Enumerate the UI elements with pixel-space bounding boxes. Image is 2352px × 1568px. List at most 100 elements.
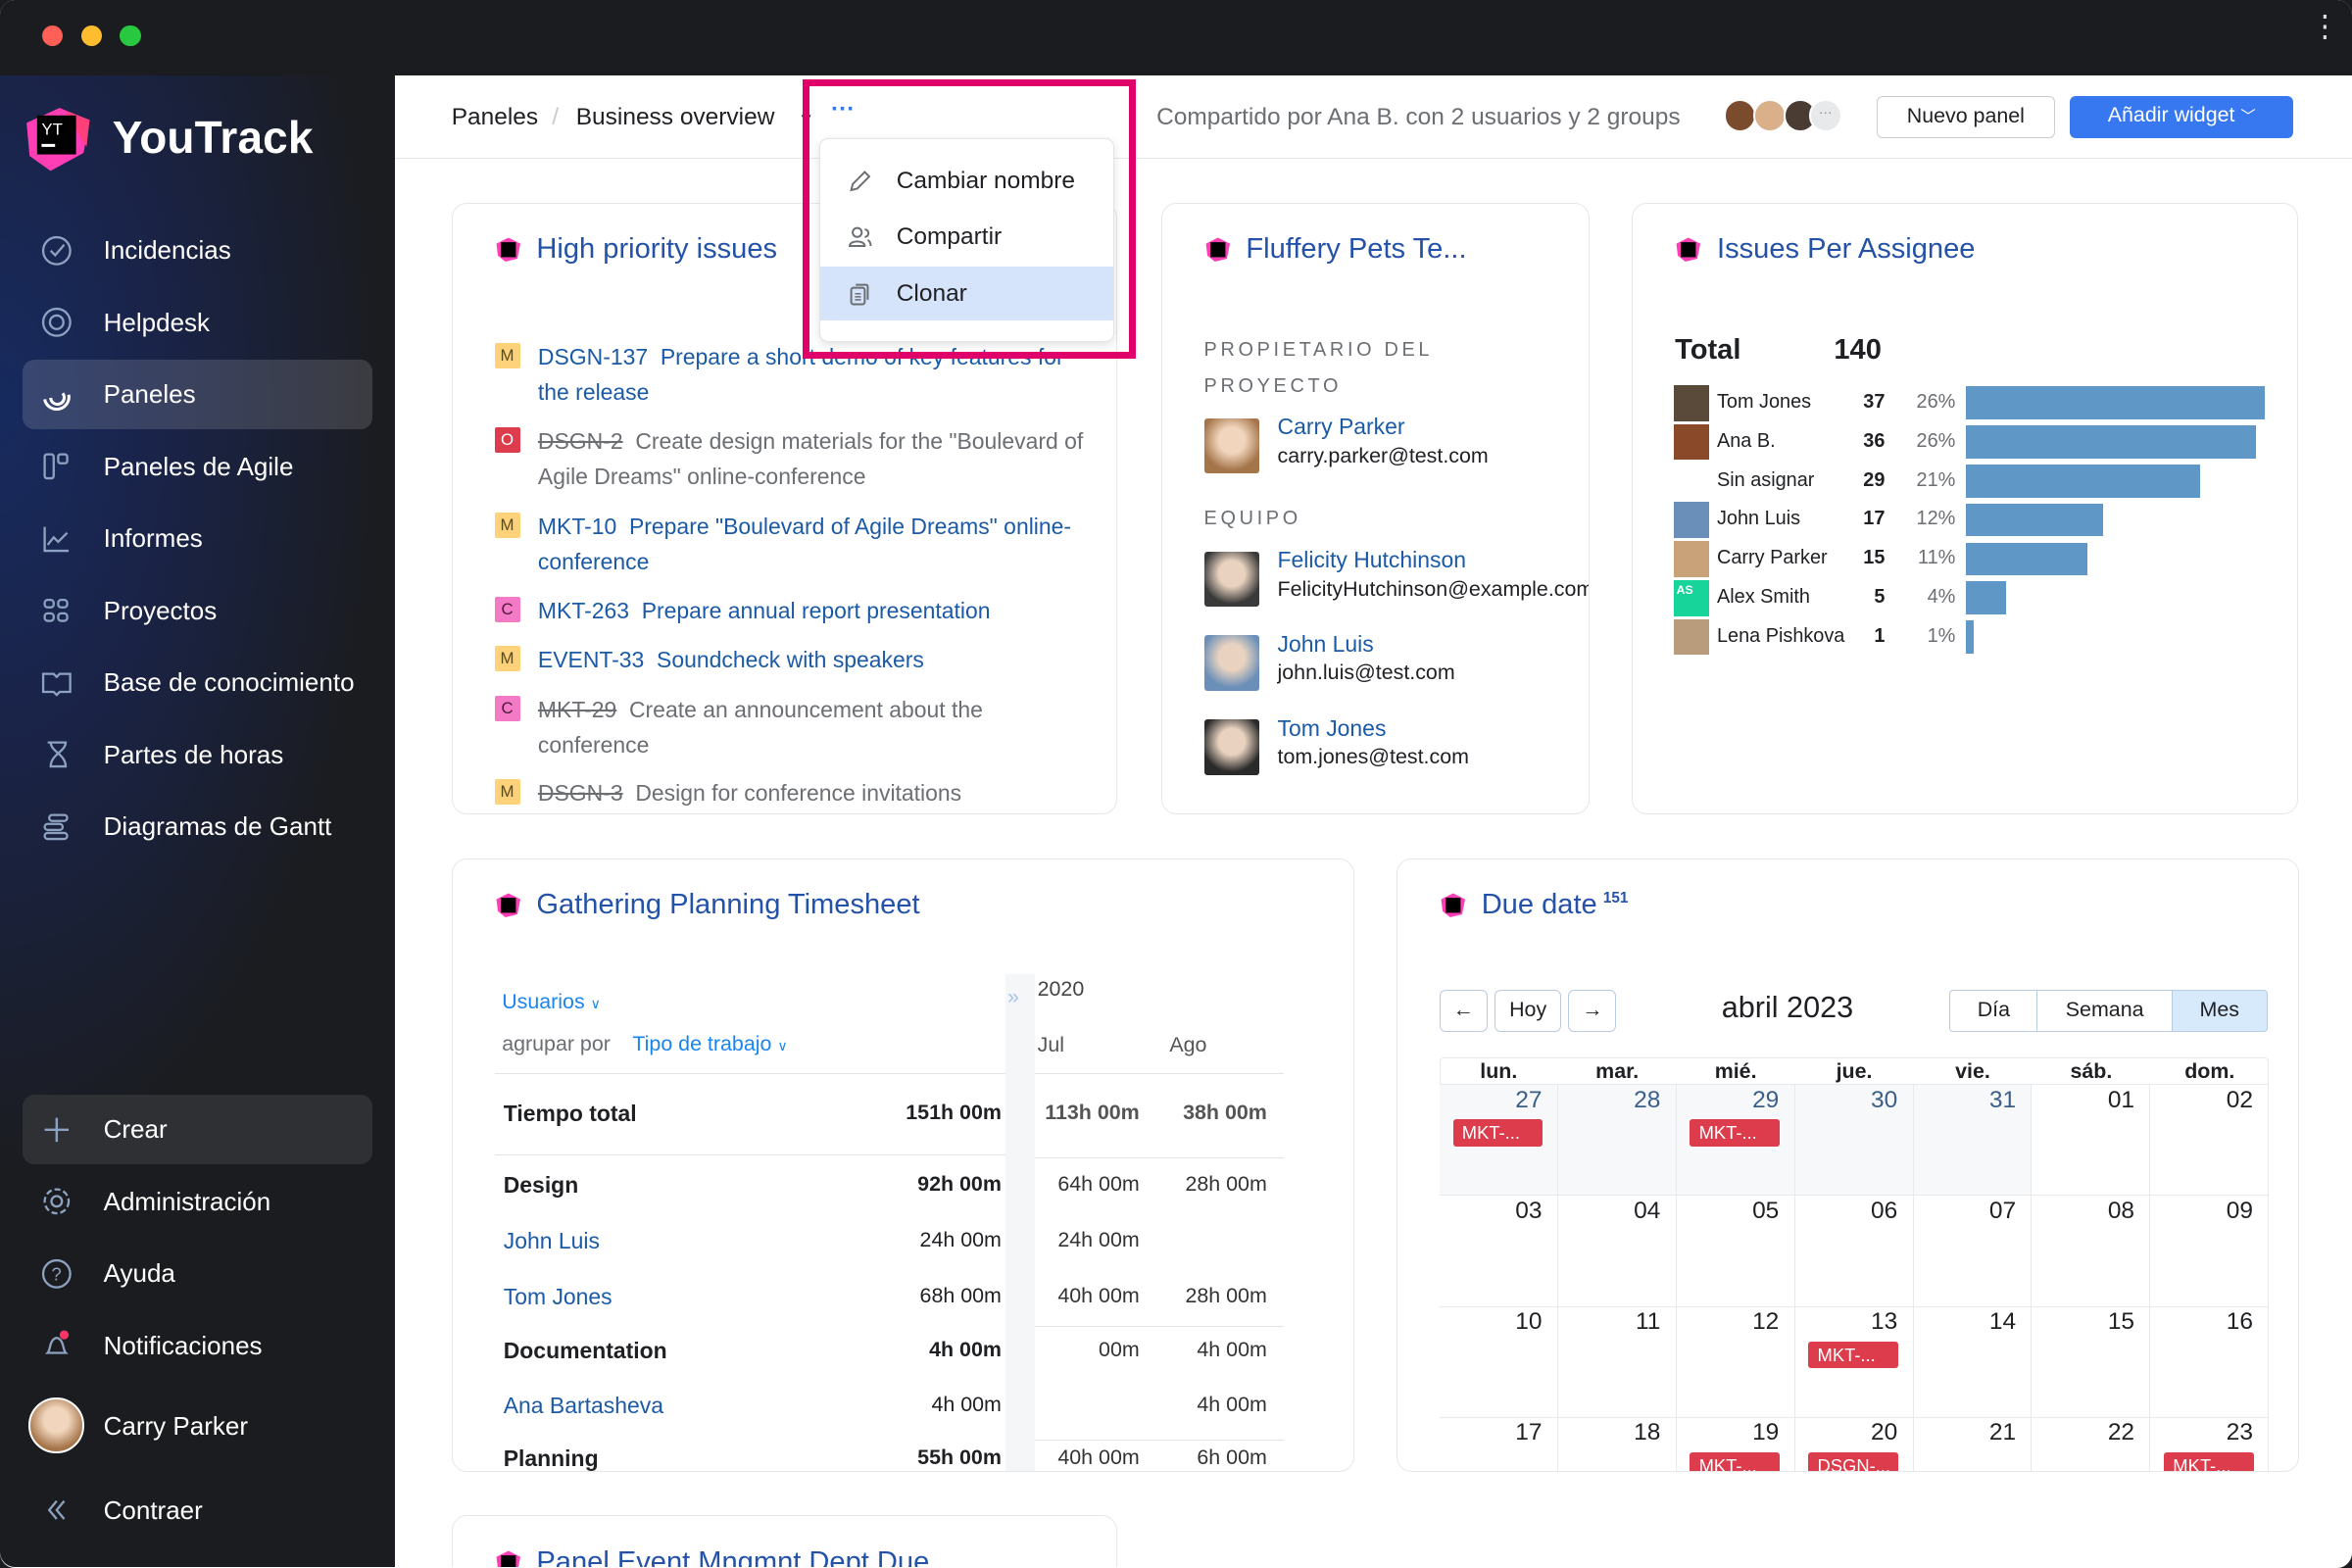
sidebar-item-ayuda[interactable]: ? Ayuda bbox=[23, 1239, 372, 1307]
calendar-day[interactable]: 09 bbox=[2150, 1195, 2270, 1306]
sidebar-item-base-de-conocimiento[interactable]: Base de conocimiento bbox=[23, 648, 372, 716]
calendar-day[interactable]: 28 bbox=[1557, 1084, 1677, 1196]
widget-title[interactable]: Fluffery Pets Te... bbox=[1246, 233, 1467, 266]
user-profile[interactable]: Carry Parker bbox=[23, 1392, 372, 1460]
kebab-menu-icon[interactable]: ⋮ bbox=[2310, 10, 2340, 44]
sidebar-item-notificaciones[interactable]: Notificaciones bbox=[23, 1311, 372, 1380]
view-semana[interactable]: Semana bbox=[2036, 989, 2174, 1032]
close-window-button[interactable] bbox=[41, 25, 64, 47]
calendar-day[interactable]: 18 bbox=[1557, 1416, 1677, 1471]
new-panel-button[interactable]: Nuevo panel bbox=[1876, 95, 2055, 138]
widget-title[interactable]: Due date 151 bbox=[1482, 889, 1629, 921]
sidebar-item-informes[interactable]: Informes bbox=[23, 504, 372, 572]
member-name[interactable]: Tom Jones bbox=[1277, 714, 1387, 741]
calendar-day[interactable]: 31 bbox=[1913, 1084, 2033, 1196]
issue-item[interactable]: M DSGN-3 Design for conference invitation… bbox=[494, 776, 1095, 811]
member-name[interactable]: Felicity Hutchinson bbox=[1277, 547, 1467, 573]
calendar-day[interactable]: 08 bbox=[2032, 1195, 2151, 1306]
assignee-row[interactable]: Lena Pishkova 1 1% bbox=[1673, 618, 2274, 656]
issue-item[interactable]: O DSGN-2 Create design materials for the … bbox=[494, 424, 1095, 495]
minimize-window-button[interactable] bbox=[80, 25, 103, 47]
next-month-button[interactable]: → bbox=[1568, 989, 1617, 1032]
issue-id[interactable]: DSGN-137 bbox=[537, 343, 649, 369]
assignee-row[interactable]: John Luis 17 12% bbox=[1673, 502, 2274, 538]
sidebar-item-paneles[interactable]: Paneles bbox=[22, 360, 372, 429]
issue-summary[interactable]: Soundcheck with speakers bbox=[657, 647, 924, 673]
event-chip[interactable]: MKT-... bbox=[2164, 1452, 2254, 1471]
assignee-bar[interactable] bbox=[1966, 620, 1975, 654]
issue-summary[interactable]: Create design materials for the "Bouleva… bbox=[537, 427, 1084, 489]
view-día[interactable]: Día bbox=[1949, 989, 2038, 1032]
assignee-bar[interactable] bbox=[1966, 503, 2103, 537]
calendar-day[interactable]: 22 bbox=[2032, 1416, 2151, 1471]
assignee-row[interactable]: Ana B. 36 26% bbox=[1673, 423, 2274, 461]
member-name[interactable]: John Luis bbox=[1277, 630, 1374, 657]
issue-id[interactable]: DSGN-2 bbox=[537, 427, 623, 454]
group-by-dropdown[interactable]: Tipo de trabajo ∨ bbox=[632, 1032, 787, 1056]
more-avatars[interactable]: ··· bbox=[1808, 99, 1842, 132]
more-options-button[interactable]: ··· bbox=[830, 95, 856, 122]
assignee-bar[interactable] bbox=[1966, 386, 2265, 419]
widget-title[interactable]: Panel Event Mngmnt Dept Due bbox=[536, 1545, 930, 1568]
column-splitter[interactable] bbox=[1005, 974, 1035, 1471]
event-chip[interactable]: DSGN-... bbox=[1808, 1452, 1899, 1471]
calendar-day[interactable]: 01 bbox=[2032, 1084, 2151, 1196]
event-chip[interactable]: MKT-... bbox=[1690, 1119, 1781, 1147]
calendar-day[interactable]: 11 bbox=[1557, 1305, 1677, 1417]
breadcrumb-current[interactable]: Business overview bbox=[575, 103, 775, 130]
assignee-row[interactable]: AS Alex Smith 5 4% bbox=[1673, 579, 2274, 616]
sidebar-item-incidencias[interactable]: Incidencias bbox=[23, 216, 372, 284]
issue-summary[interactable]: Design for conference invitations bbox=[635, 780, 962, 807]
calendar-day[interactable]: 13 MKT-... bbox=[1794, 1305, 1914, 1417]
assignee-bar[interactable] bbox=[1966, 425, 2257, 459]
previous-month-button[interactable]: ← bbox=[1439, 989, 1488, 1032]
calendar-day[interactable]: 21 bbox=[1913, 1416, 2033, 1471]
calendar-day[interactable]: 16 bbox=[2150, 1305, 2270, 1417]
sidebar-item-administracion[interactable]: Administración bbox=[23, 1167, 372, 1236]
view-mes[interactable]: Mes bbox=[2171, 989, 2268, 1032]
sidebar-item-helpdesk[interactable]: Helpdesk bbox=[23, 288, 372, 357]
menu-item-clone[interactable]: Clonar bbox=[819, 266, 1114, 320]
event-chip[interactable]: MKT-... bbox=[1808, 1341, 1899, 1369]
widget-title[interactable]: Gathering Planning Timesheet bbox=[536, 889, 920, 921]
add-widget-button[interactable]: Añadir widget ﹀ bbox=[2070, 95, 2294, 138]
row-label[interactable]: Ana Bartasheva bbox=[503, 1393, 663, 1419]
calendar-day[interactable]: 14 bbox=[1913, 1305, 2033, 1417]
maximize-window-button[interactable] bbox=[120, 25, 141, 47]
calendar-day[interactable]: 02 bbox=[2150, 1084, 2270, 1196]
create-button[interactable]: Crear bbox=[22, 1095, 372, 1164]
calendar-day[interactable]: 29 MKT-... bbox=[1676, 1084, 1795, 1196]
calendar-day[interactable]: 06 bbox=[1794, 1195, 1914, 1306]
event-chip[interactable]: MKT-... bbox=[1452, 1119, 1544, 1147]
sidebar-item-partes-de-horas[interactable]: Partes de horas bbox=[23, 720, 372, 789]
widget-title[interactable]: High priority issues bbox=[536, 233, 778, 266]
assignee-row[interactable]: Tom Jones 37 26% bbox=[1673, 384, 2274, 421]
calendar-day[interactable]: 17 bbox=[1439, 1416, 1558, 1471]
avatar[interactable] bbox=[1723, 99, 1757, 132]
avatar[interactable] bbox=[1753, 99, 1787, 132]
users-filter-dropdown[interactable]: Usuarios ∨ bbox=[502, 990, 601, 1014]
calendar-day[interactable]: 10 bbox=[1439, 1305, 1558, 1417]
owner-name[interactable]: Carry Parker bbox=[1277, 413, 1405, 439]
today-button[interactable]: Hoy bbox=[1494, 989, 1561, 1032]
row-label[interactable]: Tom Jones bbox=[503, 1283, 612, 1309]
issue-id[interactable]: EVENT-33 bbox=[537, 647, 645, 673]
assignee-row[interactable]: Sin asignar 29 21% bbox=[1674, 463, 2274, 499]
issue-id[interactable]: MKT-29 bbox=[537, 696, 617, 722]
issue-summary[interactable]: Create an announcement about the confere… bbox=[537, 696, 983, 758]
calendar-day[interactable]: 20 DSGN-... bbox=[1794, 1416, 1914, 1471]
issue-summary[interactable]: Prepare "Boulevard of Agile Dreams" onli… bbox=[537, 513, 1072, 574]
sidebar-item-paneles-de-agile[interactable]: Paneles de Agile bbox=[23, 432, 372, 501]
calendar-day[interactable]: 23 MKT-... bbox=[2150, 1416, 2270, 1471]
issue-id[interactable]: MKT-10 bbox=[537, 513, 617, 539]
calendar-day[interactable]: 07 bbox=[1913, 1195, 2033, 1306]
issue-item[interactable]: M MKT-10 Prepare "Boulevard of Agile Drea… bbox=[494, 510, 1095, 580]
calendar-day[interactable]: 19 MKT-... bbox=[1676, 1416, 1795, 1471]
row-label[interactable]: John Luis bbox=[503, 1228, 600, 1254]
menu-item-rename[interactable]: Cambiar nombre bbox=[820, 154, 1114, 208]
calendar-day[interactable]: 03 bbox=[1439, 1195, 1558, 1306]
sidebar-item-proyectos[interactable]: Proyectos bbox=[23, 576, 372, 645]
calendar-day[interactable]: 27 MKT-... bbox=[1439, 1084, 1558, 1196]
breadcrumb-root[interactable]: Paneles bbox=[451, 103, 539, 130]
calendar-day[interactable]: 12 bbox=[1676, 1305, 1795, 1417]
